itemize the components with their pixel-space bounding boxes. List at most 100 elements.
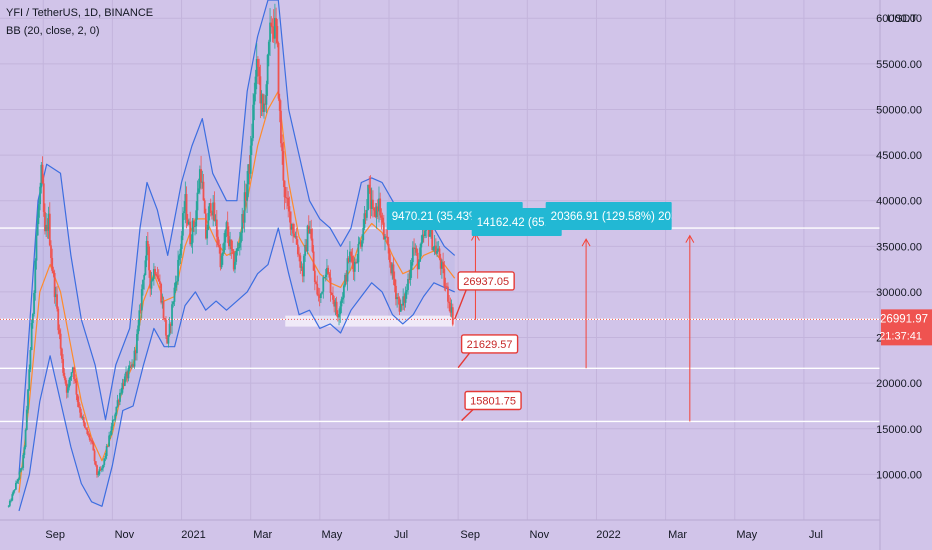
candle-body <box>364 213 367 218</box>
candle-body <box>35 235 38 261</box>
candle-body <box>319 293 322 298</box>
callout-pointer <box>457 352 471 369</box>
candle-body <box>351 256 354 262</box>
measure-tooltip-box <box>471 208 562 236</box>
candle-body <box>65 383 68 393</box>
candle-body <box>442 262 445 269</box>
candle-body <box>171 304 173 326</box>
measure-tooltip: 20366.91 (129.58%) 2036 <box>545 202 684 230</box>
candle-body <box>116 400 119 407</box>
candle-body <box>83 422 86 428</box>
candle-body <box>71 367 74 373</box>
candle-body <box>421 234 424 243</box>
candle-body <box>47 213 50 231</box>
candle-body <box>265 84 268 105</box>
candles <box>7 3 454 508</box>
time-tick-label: May <box>736 529 757 541</box>
candle-body <box>225 222 228 231</box>
measure-tooltip: 14162.42 (65.00%) 1416 <box>471 208 562 236</box>
candle-body <box>357 243 360 263</box>
candle-body <box>398 298 401 312</box>
candle-body <box>178 255 181 260</box>
time-tick-label: Sep <box>45 529 65 541</box>
callout-label: 21629.57 <box>467 339 513 351</box>
candle-body <box>117 400 120 402</box>
candle-body <box>449 303 452 313</box>
candle-body <box>375 206 378 218</box>
current-price-tag <box>881 309 932 346</box>
candle-body <box>248 164 251 174</box>
candle-body <box>105 446 108 457</box>
candle-body <box>438 248 441 258</box>
candle-body <box>100 468 103 471</box>
candle-body <box>30 323 33 351</box>
price-tick-label: 45000.00 <box>876 150 922 162</box>
candle-body <box>445 286 448 288</box>
candle-body <box>311 238 314 252</box>
candle-body <box>188 221 190 225</box>
candle-body <box>224 230 227 243</box>
candle-body <box>339 306 342 315</box>
candle-body <box>46 224 49 231</box>
support-zone <box>285 315 455 327</box>
time-tick-label: Nov <box>115 529 135 541</box>
candle-body <box>326 267 328 275</box>
price-axis-bg <box>880 0 932 550</box>
candle-body <box>232 250 235 270</box>
callout-label: 26937.05 <box>463 276 509 288</box>
price-tick-label: 20000.00 <box>876 378 922 390</box>
callout-box <box>464 390 522 411</box>
candle-body <box>137 325 140 335</box>
candle-body <box>114 414 117 420</box>
candle-body <box>399 303 402 312</box>
candle-body <box>73 367 75 379</box>
indicator-legend[interactable]: BB (20, close, 2, 0) <box>6 25 100 37</box>
candle-body <box>432 246 435 250</box>
symbol-title[interactable]: YFI / TetherUS, 1D, BINANCE <box>6 7 154 19</box>
candle-body <box>269 22 271 42</box>
candle-body <box>333 299 336 307</box>
candle-body <box>437 248 440 251</box>
candle-body <box>240 232 242 243</box>
candle-body <box>305 244 308 252</box>
candle-body <box>169 323 172 326</box>
candle-body <box>67 387 69 393</box>
candle-body <box>362 227 365 241</box>
candle-body <box>115 406 118 415</box>
candle-body <box>235 250 238 262</box>
candle-body <box>372 199 374 208</box>
time-tick-label: Jul <box>394 529 408 541</box>
candle-body <box>323 277 326 278</box>
candle-body <box>64 377 67 384</box>
candle-body <box>380 215 383 218</box>
candle-body <box>39 186 42 205</box>
callout-pointer <box>454 289 467 320</box>
candle-body <box>361 240 363 247</box>
candle-body <box>91 440 94 443</box>
candle-body <box>318 295 321 298</box>
candle-body <box>163 318 166 320</box>
candle-body <box>373 207 376 211</box>
candle-body <box>213 202 216 221</box>
candle-body <box>63 372 66 378</box>
candle-body <box>139 310 142 312</box>
candle-body <box>430 227 432 235</box>
candle-body <box>352 261 355 272</box>
candle-body <box>144 260 147 276</box>
candle-body <box>273 17 276 39</box>
candle-body <box>13 489 16 491</box>
candle-body <box>168 323 171 336</box>
candle-body <box>166 335 169 344</box>
candle-body <box>182 213 184 236</box>
candle-body <box>278 98 281 111</box>
candle-body <box>33 292 35 314</box>
candle-body <box>252 104 255 139</box>
candle-body <box>327 267 330 274</box>
candle-body <box>184 194 187 212</box>
candle-body <box>260 94 263 104</box>
candle-body <box>31 313 34 324</box>
candle-body <box>15 482 17 490</box>
measure-tooltip-label: 20366.91 (129.58%) 2036 <box>551 211 684 223</box>
candle-body <box>113 419 115 421</box>
